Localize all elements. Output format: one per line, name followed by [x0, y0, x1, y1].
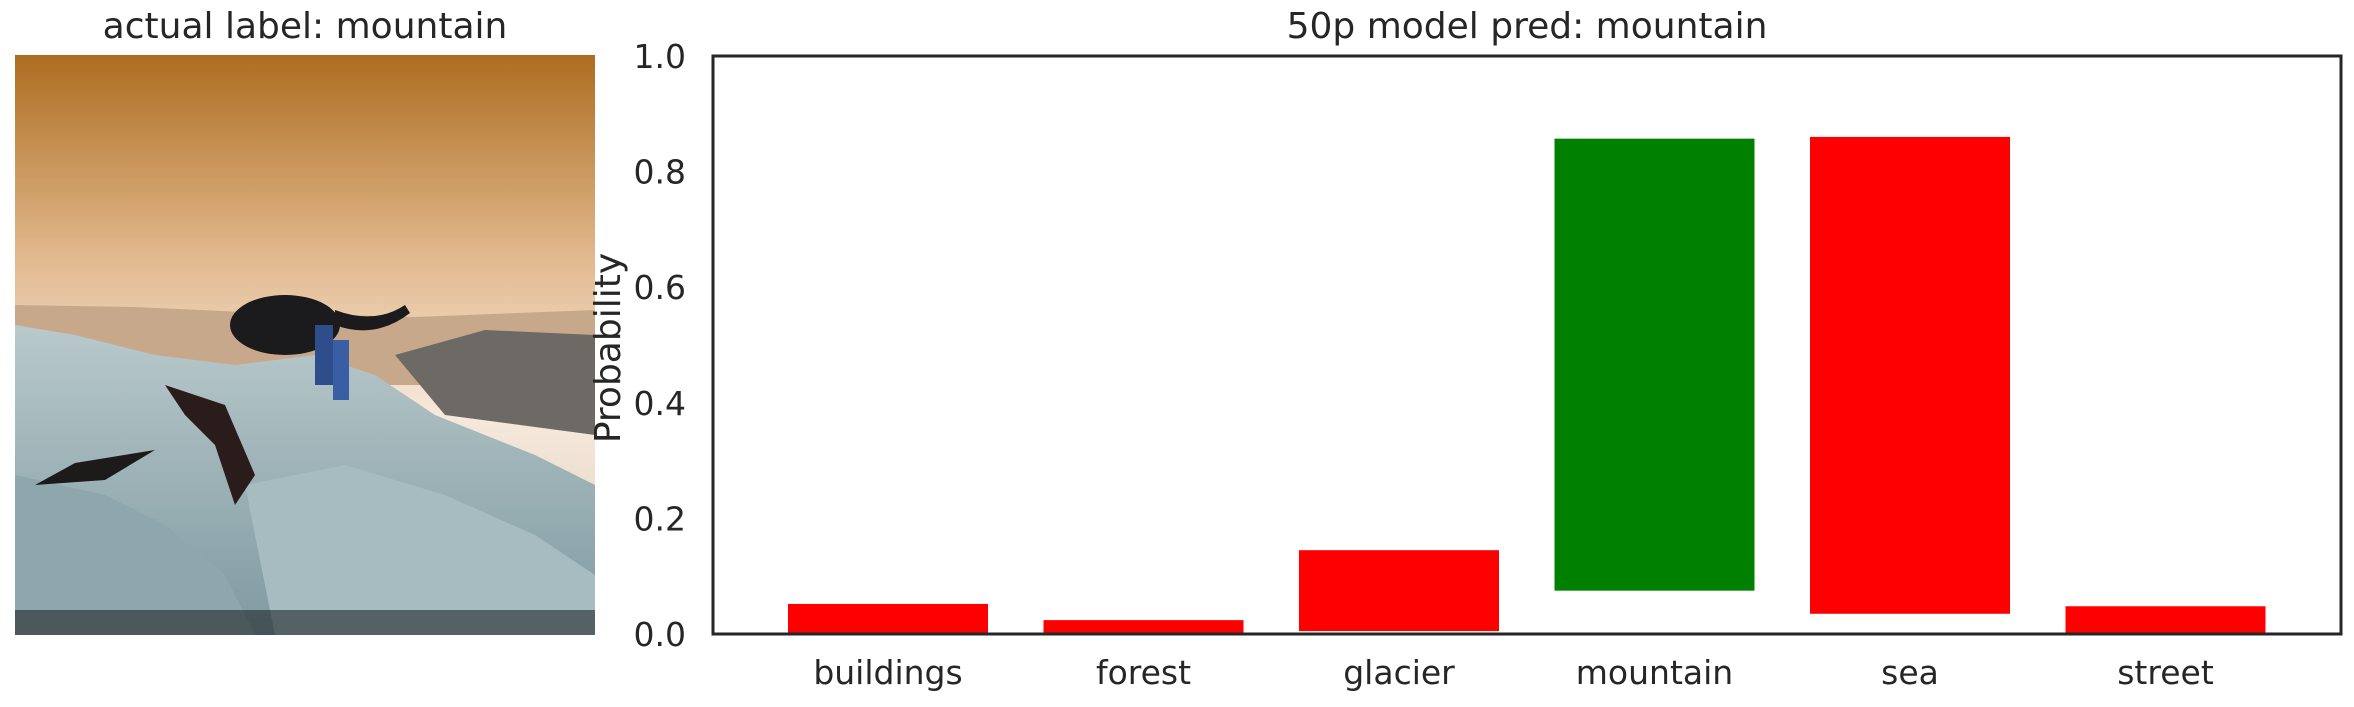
bar-buildings: [788, 603, 988, 634]
x-tick-label: glacier: [1343, 653, 1455, 692]
bar-glacier: [1299, 550, 1499, 632]
bar-mountain: [1554, 138, 1755, 591]
x-tick-label: sea: [1881, 653, 1939, 692]
y-tick-label: 0.8: [634, 153, 686, 192]
x-tick-label: buildings: [813, 653, 962, 692]
y-tick-label: 0.6: [634, 268, 686, 307]
y-tick-label: 1.0: [634, 37, 686, 76]
sample-photo: [15, 55, 595, 635]
chart-title: 50p model pred: mountain: [1286, 6, 1768, 47]
plot-frame: [711, 54, 2343, 636]
y-tick-label: 0.2: [634, 499, 686, 538]
y-tick-label: 0.4: [634, 384, 686, 423]
bar-forest: [1043, 620, 1244, 634]
y-axis-label: Probability: [588, 253, 629, 443]
x-tick-label: mountain: [1576, 653, 1733, 692]
y-tick-label: 0.0: [634, 615, 686, 654]
x-tick-label: forest: [1096, 653, 1191, 692]
image-title: actual label: mountain: [102, 6, 508, 47]
x-tick-label: street: [2117, 653, 2214, 692]
bar-street: [2065, 606, 2266, 634]
bar-sea: [1810, 136, 2010, 614]
